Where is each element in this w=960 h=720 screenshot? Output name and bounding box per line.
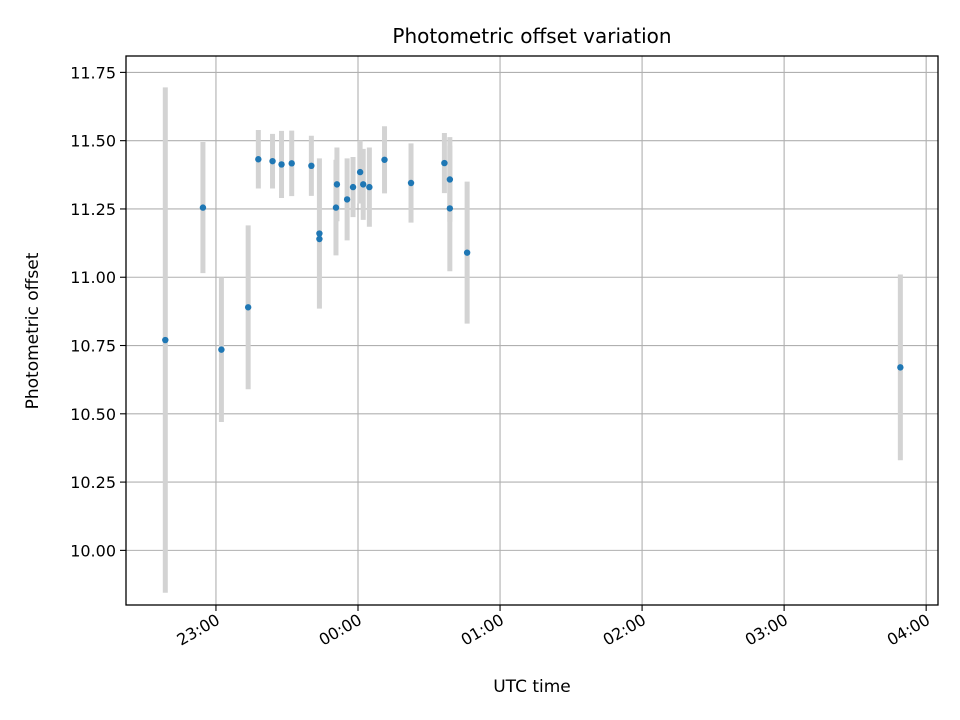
data-point bbox=[349, 183, 357, 191]
data-point bbox=[446, 176, 454, 183]
data-point bbox=[446, 205, 454, 212]
data-point bbox=[218, 346, 225, 353]
grid bbox=[126, 56, 938, 605]
data-point bbox=[897, 364, 904, 371]
data-points bbox=[162, 156, 904, 371]
data-point bbox=[332, 204, 340, 211]
data-point bbox=[308, 162, 315, 169]
data-point bbox=[463, 249, 471, 256]
data-point bbox=[356, 168, 364, 176]
data-point bbox=[381, 156, 388, 163]
data-point bbox=[269, 157, 276, 165]
y-tick-label: 11.75 bbox=[70, 63, 116, 82]
data-point bbox=[407, 179, 415, 187]
data-point bbox=[333, 181, 341, 188]
data-point bbox=[162, 336, 169, 344]
data-point bbox=[366, 183, 373, 191]
y-tick-label: 11.25 bbox=[70, 200, 116, 219]
y-tick-label: 11.50 bbox=[70, 132, 116, 151]
chart-title: Photometric offset variation bbox=[392, 24, 671, 48]
x-axis-title: UTC time bbox=[493, 677, 571, 697]
y-axis-title: Photometric offset bbox=[23, 252, 43, 409]
data-point bbox=[288, 160, 295, 167]
data-point bbox=[278, 161, 285, 168]
y-tick-label: 10.50 bbox=[70, 405, 116, 424]
data-point bbox=[255, 156, 262, 163]
y-tick-label: 11.00 bbox=[70, 268, 116, 287]
plot-frame bbox=[125, 55, 939, 606]
data-point bbox=[316, 230, 323, 237]
y-tick-label: 10.75 bbox=[70, 337, 116, 356]
data-point bbox=[343, 196, 351, 203]
data-point bbox=[199, 204, 207, 211]
data-point bbox=[244, 304, 252, 311]
data-point bbox=[360, 181, 367, 188]
data-point bbox=[441, 159, 448, 167]
y-tick-label: 10.25 bbox=[70, 473, 116, 492]
y-tick-label: 10.00 bbox=[70, 541, 116, 560]
data-point bbox=[316, 235, 323, 243]
